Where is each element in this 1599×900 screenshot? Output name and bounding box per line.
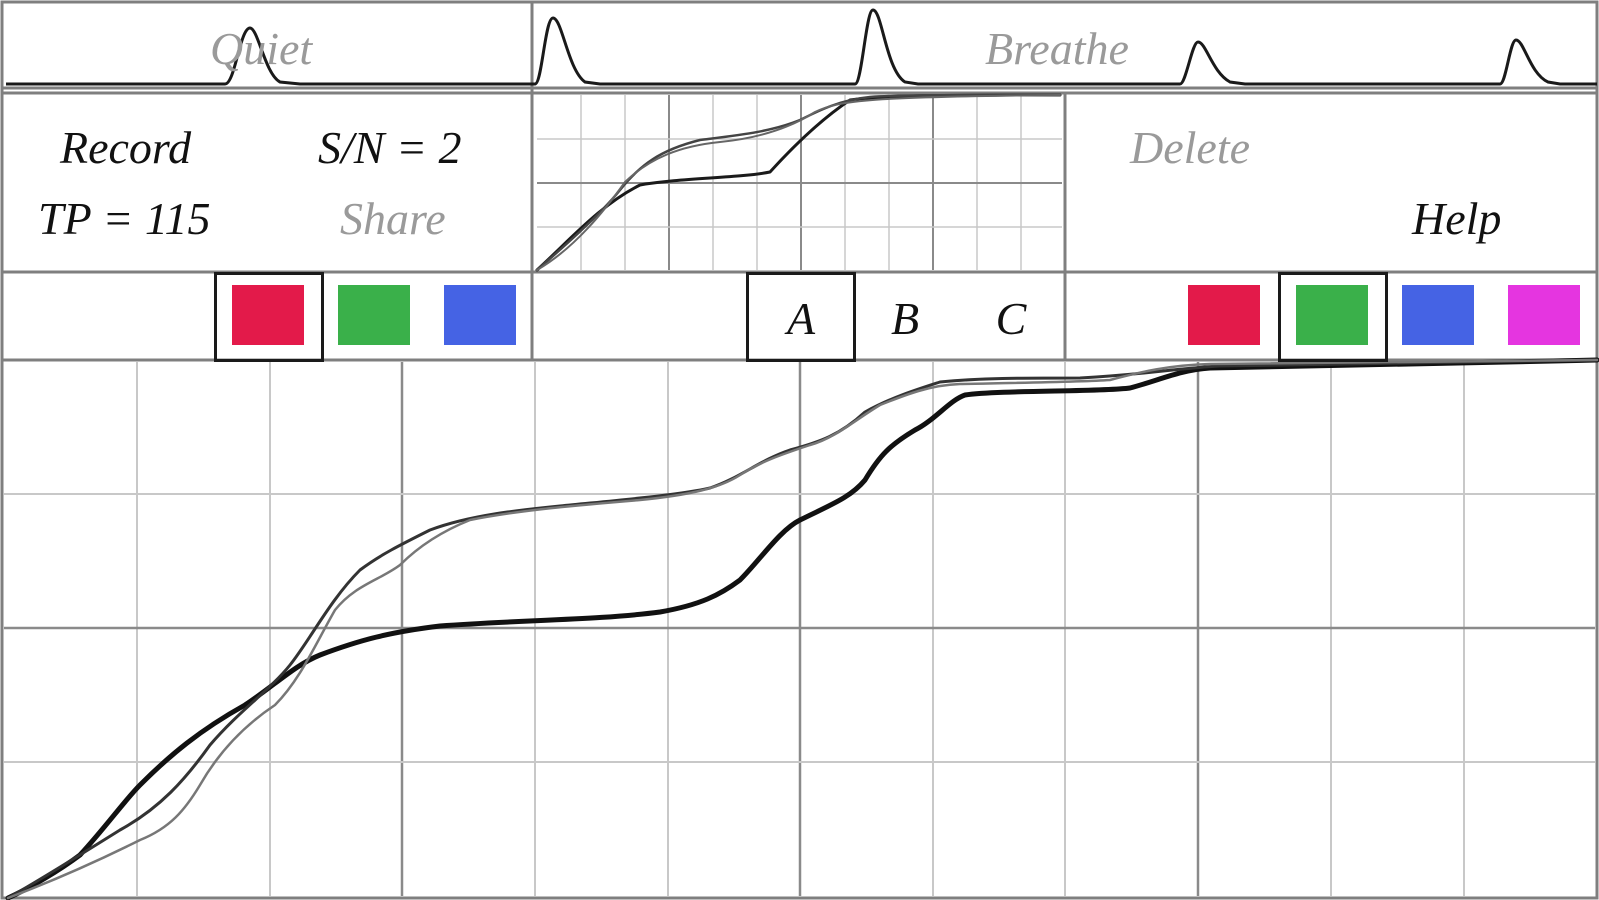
right-swatch-green[interactable] [1296, 285, 1368, 345]
curve-bold [5, 357, 1599, 900]
tab-c[interactable]: C [995, 292, 1027, 344]
delete-button[interactable]: Delete [1130, 122, 1251, 173]
record-button[interactable]: Record [60, 122, 192, 173]
curve-light [6, 358, 1599, 900]
tab-a[interactable]: A [786, 292, 816, 344]
left-swatch-red[interactable] [232, 285, 304, 345]
mini-grid [537, 95, 1062, 270]
quiet-label[interactable]: Quiet [210, 23, 313, 74]
tp-readout: TP = 115 [38, 193, 211, 244]
main-grid [4, 362, 1595, 896]
main-curves [5, 357, 1599, 900]
left-swatch-blue[interactable] [444, 285, 516, 345]
curve-dark [6, 358, 1599, 900]
pulse-waveform [6, 8, 1597, 86]
right-swatch-blue[interactable] [1402, 285, 1474, 345]
tab-b[interactable]: B [890, 292, 920, 344]
preview-curves [535, 93, 1062, 272]
right-swatch-red[interactable] [1188, 285, 1260, 345]
left-swatch-green[interactable] [338, 285, 410, 345]
breathe-label[interactable]: Breathe [985, 23, 1129, 74]
right-swatch-magenta[interactable] [1508, 285, 1580, 345]
help-button[interactable]: Help [1412, 193, 1502, 244]
share-button[interactable]: Share [340, 193, 446, 244]
sn-readout: S/N = 2 [318, 122, 462, 173]
